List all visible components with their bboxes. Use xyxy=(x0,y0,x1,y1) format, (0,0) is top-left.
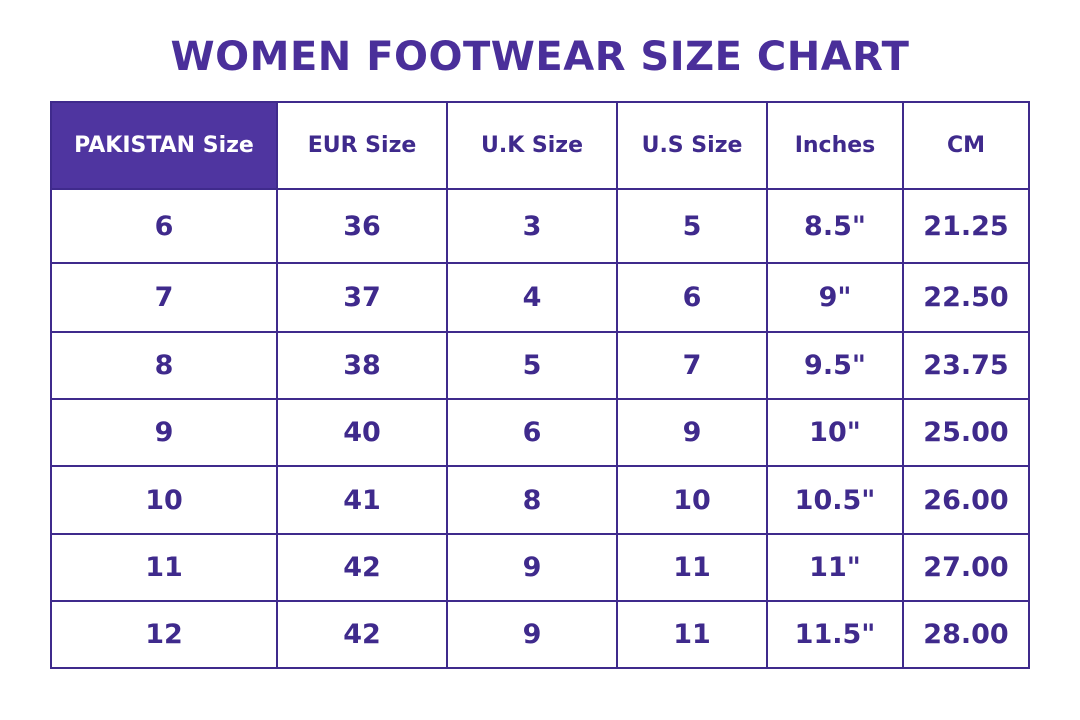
table-cell: 25.00 xyxy=(902,398,1030,467)
table-cell: 42 xyxy=(276,600,448,669)
table-cell: 11 xyxy=(616,533,768,602)
table-row: 10 41 8 10 10.5" 26.00 xyxy=(50,465,1030,535)
table-cell: 21.25 xyxy=(902,188,1030,264)
table-cell: 42 xyxy=(276,533,448,602)
table-cell: 5 xyxy=(616,188,768,264)
table-cell: 11 xyxy=(50,533,278,602)
table-row: 12 42 9 11 11.5" 28.00 xyxy=(50,600,1030,669)
table-cell: 38 xyxy=(276,331,448,400)
table-cell: 28.00 xyxy=(902,600,1030,669)
table-cell: 11" xyxy=(766,533,904,602)
table-cell: 6 xyxy=(50,188,278,264)
table-cell: 36 xyxy=(276,188,448,264)
table-cell: 10 xyxy=(50,465,278,535)
table-row: 11 42 9 11 11" 27.00 xyxy=(50,533,1030,602)
table-cell: 37 xyxy=(276,262,448,333)
table-cell: 27.00 xyxy=(902,533,1030,602)
table-cell: 7 xyxy=(50,262,278,333)
table-cell: 8 xyxy=(446,465,618,535)
column-header: U.S Size xyxy=(616,101,768,190)
table-cell: 23.75 xyxy=(902,331,1030,400)
table-cell: 11.5" xyxy=(766,600,904,669)
table-cell: 6 xyxy=(446,398,618,467)
table-cell: 9.5" xyxy=(766,331,904,400)
table-cell: 5 xyxy=(446,331,618,400)
column-header: U.K Size xyxy=(446,101,618,190)
table-cell: 6 xyxy=(616,262,768,333)
header-row: PAKISTAN Size EUR Size U.K Size U.S Size Inc… xyxy=(50,101,1030,190)
table-cell: 10 xyxy=(616,465,768,535)
table-cell: 40 xyxy=(276,398,448,467)
page-title: WOMEN FOOTWEAR SIZE CHART xyxy=(170,34,910,80)
column-header: EUR Size xyxy=(276,101,448,190)
table-cell: 8.5" xyxy=(766,188,904,264)
table-cell: 9 xyxy=(446,600,618,669)
table-cell: 9" xyxy=(766,262,904,333)
table-cell: 9 xyxy=(446,533,618,602)
table-row: 6 36 3 5 8.5" 21.25 xyxy=(50,188,1030,264)
table-cell: 8 xyxy=(50,331,278,400)
table-row: 7 37 4 6 9" 22.50 xyxy=(50,262,1030,333)
table-cell: 12 xyxy=(50,600,278,669)
table-cell: 9 xyxy=(616,398,768,467)
table-cell: 3 xyxy=(446,188,618,264)
column-header: Inches xyxy=(766,101,904,190)
table-cell: 10.5" xyxy=(766,465,904,535)
table-cell: 4 xyxy=(446,262,618,333)
table-cell: 41 xyxy=(276,465,448,535)
table-row: 8 38 5 7 9.5" 23.75 xyxy=(50,331,1030,400)
table-cell: 26.00 xyxy=(902,465,1030,535)
table-cell: 9 xyxy=(50,398,278,467)
table-cell: 7 xyxy=(616,331,768,400)
table-cell: 22.50 xyxy=(902,262,1030,333)
size-chart-table: PAKISTAN Size EUR Size U.K Size U.S Size Inc… xyxy=(50,101,1030,669)
table-cell: 11 xyxy=(616,600,768,669)
column-header: CM xyxy=(902,101,1030,190)
column-header: PAKISTAN Size xyxy=(50,101,278,190)
table-cell: 10" xyxy=(766,398,904,467)
table-row: 9 40 6 9 10" 25.00 xyxy=(50,398,1030,467)
